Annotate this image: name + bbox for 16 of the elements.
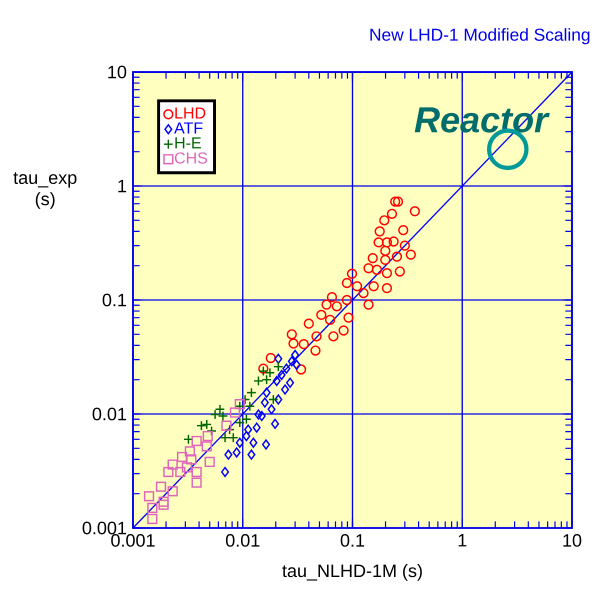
- y-tick-label: 0.1: [102, 294, 126, 306]
- x-tick-label: 0.1: [340, 534, 364, 547]
- legend-label: ATF: [174, 122, 202, 134]
- y-axis-title: tau_exp (s): [13, 172, 76, 209]
- x-tick-label: 10: [563, 534, 582, 547]
- x-tick-label: 1: [458, 534, 466, 546]
- chart-title: New LHD-1 Modified Scaling: [370, 28, 590, 44]
- x-tick-label: 0.01: [226, 534, 260, 547]
- y-tick-label: 10: [108, 66, 126, 78]
- legend-label: LHD: [175, 108, 206, 119]
- x-axis-title: tau_NLHD-1M (s): [282, 564, 422, 581]
- y-tick-label: 0.001: [82, 522, 126, 534]
- y-tick-label: 1: [118, 180, 126, 192]
- legend-label: CHS: [174, 152, 208, 164]
- y-tick-label: 0.01: [92, 408, 126, 420]
- legend-label: H-E: [175, 137, 201, 148]
